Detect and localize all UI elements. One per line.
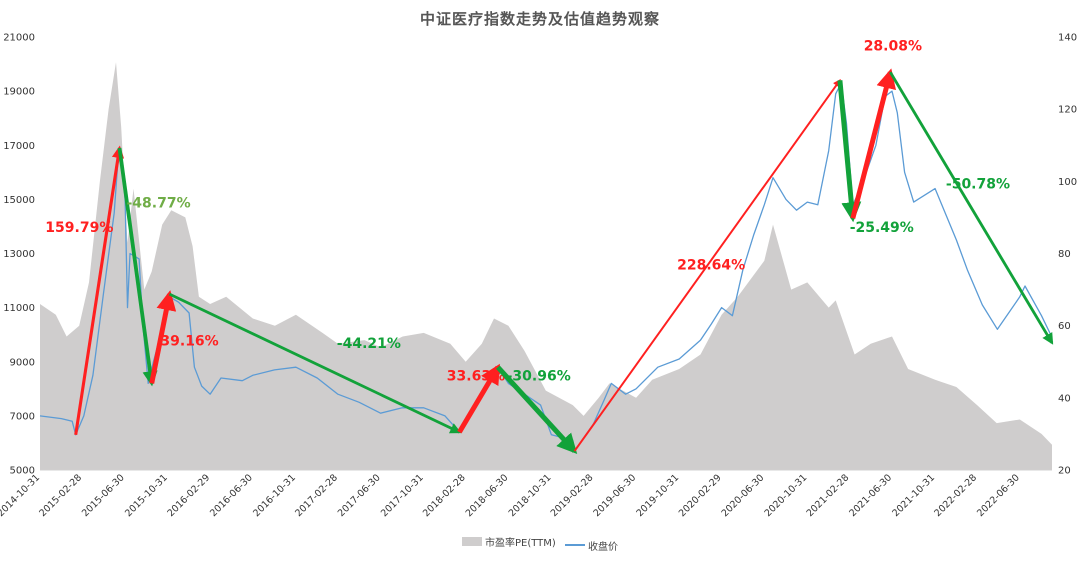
legend-swatch-pe	[461, 537, 482, 546]
x-tick-label: 2019-10-31	[634, 472, 681, 519]
trend-label-8: -25.49%	[850, 220, 914, 236]
y-left-tick-label: 5000	[10, 466, 35, 477]
x-tick-label: 2019-02-28	[549, 472, 596, 519]
x-tick-label: 2021-02-28	[805, 472, 852, 519]
y-left-tick-label: 17000	[3, 141, 35, 152]
legend-label-close: 收盘价	[588, 541, 618, 553]
trend-label-2: -48.77%	[127, 196, 191, 212]
trend-arrow-6	[496, 365, 578, 455]
x-tick-label: 2017-06-30	[336, 472, 383, 519]
x-tick-label: 2020-02-29	[677, 472, 724, 519]
trend-label-5: 33.63%	[447, 369, 505, 385]
y-left-tick-label: 19000	[3, 87, 35, 98]
trend-label-1: 159.79%	[45, 220, 113, 236]
legend-item-pe: 市盈率PE(TTM)	[461, 534, 556, 549]
x-tick-label: 2015-06-30	[80, 472, 127, 519]
y-left-tick-label: 13000	[3, 249, 35, 260]
x-tick-label: 2018-02-28	[421, 472, 468, 519]
trend-arrow-1	[74, 145, 125, 436]
x-tick-label: 2017-02-28	[293, 472, 340, 519]
x-tick-label: 2021-10-31	[890, 472, 937, 519]
chart-title: 中证医疗指数走势及估值趋势观察	[419, 10, 660, 28]
x-tick-label: 2022-06-30	[975, 472, 1022, 519]
y-right-tick-label: 60	[1058, 321, 1071, 332]
x-tick-label: 2018-06-30	[464, 472, 511, 519]
trend-label-4: -44.21%	[337, 336, 401, 352]
trend-arrow-3	[149, 290, 177, 384]
y-right-tick-label: 20	[1058, 466, 1071, 477]
trend-arrow-9	[850, 68, 897, 219]
trend-arrow-4	[168, 292, 462, 434]
x-tick-label: 2015-02-28	[37, 472, 84, 519]
trend-label-6: -30.96%	[507, 369, 571, 385]
y-right-tick-label: 140	[1058, 33, 1077, 44]
x-tick-label: 2016-06-30	[208, 472, 255, 519]
x-tick-label: 2016-02-29	[165, 472, 212, 519]
y-left-tick-label: 9000	[10, 357, 35, 368]
x-tick-label: 2015-10-31	[123, 472, 170, 519]
pe-area-series	[40, 62, 1052, 471]
trend-label-10: -50.78%	[946, 177, 1010, 193]
legend-item-close: 收盘价	[565, 538, 618, 553]
x-tick-label: 2019-06-30	[591, 472, 638, 519]
x-tick-label: 2016-10-31	[251, 472, 298, 519]
trend-label-3: 39.16%	[160, 334, 218, 350]
x-tick-label: 2020-06-30	[720, 472, 767, 519]
x-tick-label: 2017-10-31	[379, 472, 426, 519]
trend-label-7: 228.64%	[677, 258, 745, 274]
y-right-tick-label: 100	[1058, 177, 1077, 188]
y-left-tick-label: 7000	[10, 411, 35, 422]
trend-arrow-10	[889, 71, 1054, 345]
legend: 市盈率PE(TTM) 收盘价	[0, 534, 1080, 553]
trend-arrow-5	[457, 363, 501, 434]
trend-arrow-2	[117, 147, 158, 387]
trend-arrow-7	[573, 79, 841, 452]
x-tick-label: 2021-06-30	[847, 472, 894, 519]
trend-label-9: 28.08%	[864, 39, 922, 55]
x-tick-label: 2018-10-31	[507, 472, 554, 519]
x-tick-label: 2022-02-28	[932, 472, 979, 519]
x-tick-label: 2020-10-31	[763, 472, 810, 519]
y-left-tick-label: 15000	[3, 195, 35, 206]
x-tick-label: 2014-10-31	[0, 472, 42, 519]
y-left-tick-label: 11000	[3, 303, 35, 314]
y-left-tick-label: 21000	[3, 33, 35, 44]
y-right-tick-label: 80	[1058, 249, 1071, 260]
legend-label-pe: 市盈率PE(TTM)	[484, 538, 556, 549]
y-right-tick-label: 40	[1058, 393, 1071, 404]
legend-swatch-close	[565, 544, 585, 546]
y-right-tick-label: 120	[1058, 105, 1077, 116]
trend-arrow-8	[837, 80, 862, 223]
